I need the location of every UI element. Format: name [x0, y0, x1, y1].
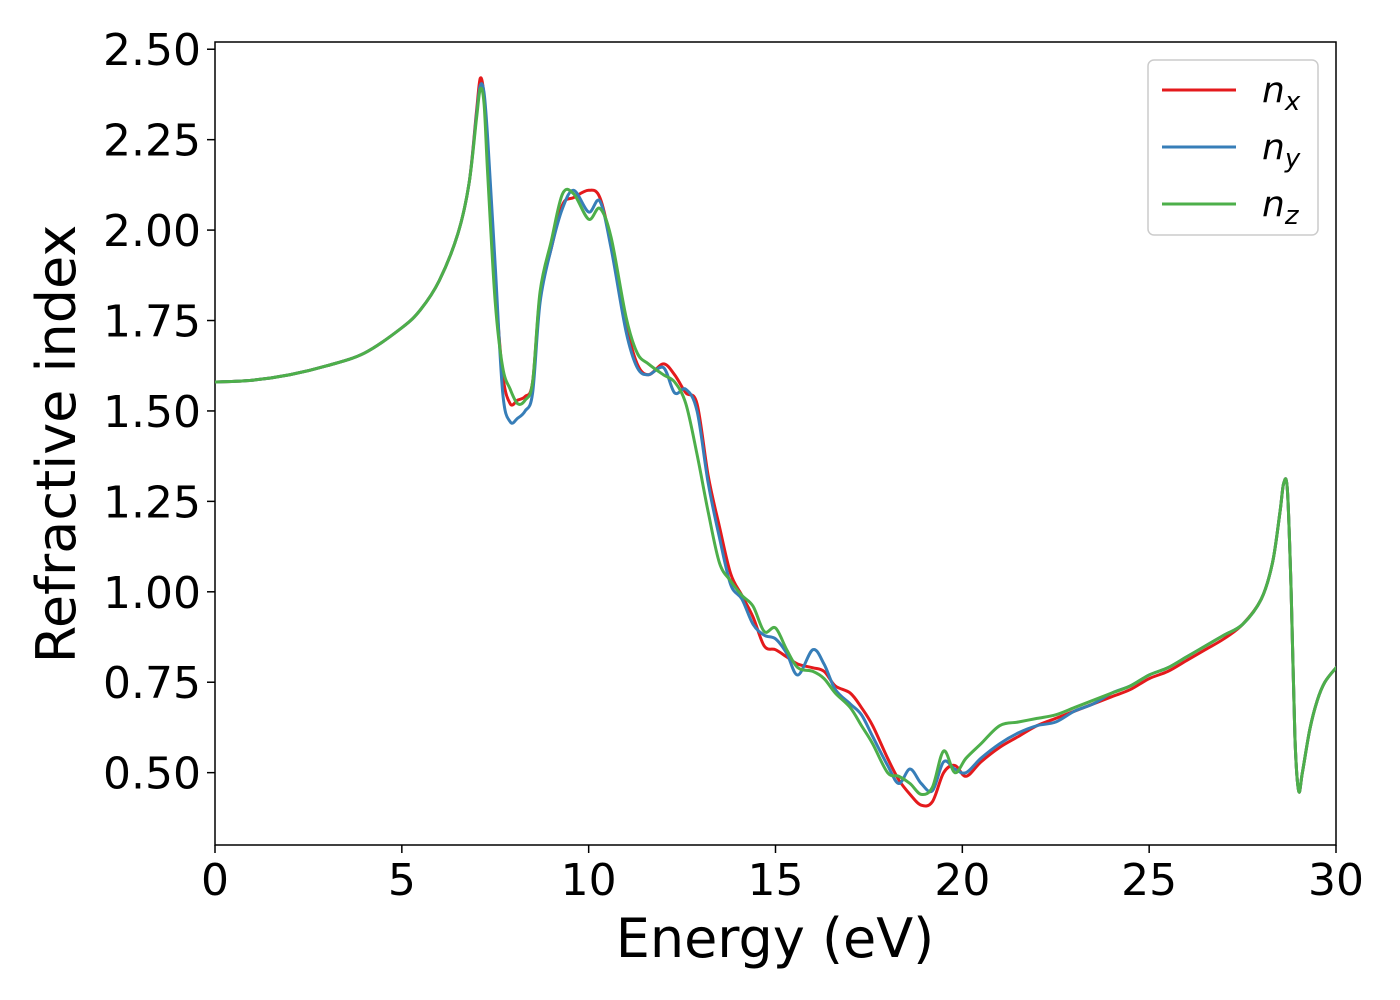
x-tick-label: 10: [561, 855, 617, 906]
y-tick-label: 2.00: [103, 206, 201, 257]
x-tick-label: 0: [201, 855, 229, 906]
x-tick-label: 25: [1121, 855, 1177, 906]
legend: nx ny nz: [1147, 59, 1319, 236]
series-line-n-z: [215, 86, 1336, 797]
x-tick-label: 5: [388, 855, 416, 906]
y-tick-label: 0.50: [103, 749, 201, 800]
y-tick-label: 2.50: [103, 25, 201, 76]
x-axis-title: Energy (eV): [616, 907, 935, 970]
legend-label-n-y: ny: [1262, 127, 1301, 174]
y-tick-label: 1.25: [103, 477, 201, 528]
legend-entries: nx ny nz: [1162, 70, 1301, 231]
y-axis-ticks: 0.50 0.75 1.00 1.25 1.50 1.75 2.00 2.25 2.50: [103, 25, 215, 800]
y-axis-title: Refractive index: [25, 225, 88, 664]
y-tick-label: 1.00: [103, 568, 201, 619]
legend-label-n-x: nx: [1262, 70, 1301, 117]
x-tick-label: 15: [748, 855, 804, 906]
x-tick-label: 30: [1308, 855, 1364, 906]
y-tick-label: 0.75: [103, 658, 201, 709]
y-tick-label: 1.75: [103, 297, 201, 348]
x-tick-label: 20: [934, 855, 990, 906]
x-axis-ticks: 0 5 10 15 20 25 30: [201, 845, 1364, 906]
y-tick-label: 2.25: [103, 116, 201, 167]
y-tick-label: 1.50: [103, 387, 201, 438]
legend-label-n-z: nz: [1262, 184, 1300, 231]
series-layer: [215, 76, 1336, 808]
